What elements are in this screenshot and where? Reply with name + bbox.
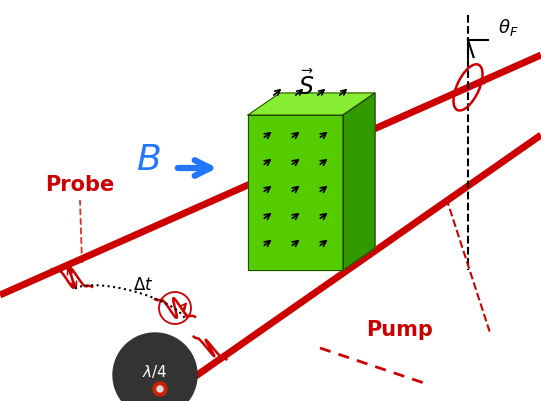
Circle shape <box>153 382 167 396</box>
Circle shape <box>157 386 163 392</box>
Text: $\lambda/4$: $\lambda/4$ <box>142 363 168 379</box>
Text: $B$: $B$ <box>136 143 160 177</box>
Polygon shape <box>248 115 343 270</box>
Circle shape <box>113 333 197 401</box>
Text: Probe: Probe <box>45 175 115 195</box>
Text: Pump: Pump <box>367 320 433 340</box>
Text: $\Delta t$: $\Delta t$ <box>133 276 154 294</box>
Polygon shape <box>248 93 375 115</box>
Text: $\vec{S}$: $\vec{S}$ <box>298 70 314 100</box>
Text: $\theta_F$: $\theta_F$ <box>498 18 518 38</box>
Polygon shape <box>343 93 375 270</box>
